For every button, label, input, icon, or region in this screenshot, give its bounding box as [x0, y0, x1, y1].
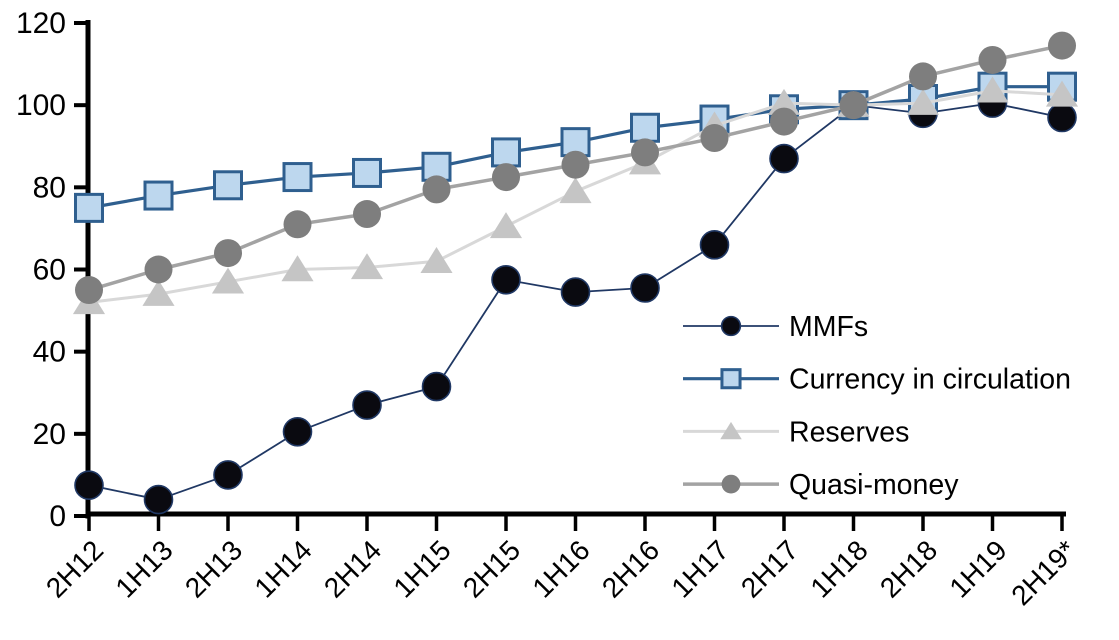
- data-point: [1048, 31, 1076, 60]
- legend-label: Currency in circulation: [789, 364, 1071, 396]
- data-point: [213, 460, 243, 490]
- data-point: [909, 62, 937, 91]
- data-point: [282, 416, 313, 447]
- x-axis: 2H12 1H13 2H13 1H14 2H14 1H15 2H15 1H16 2H16 1H17…: [40, 511, 1082, 611]
- x-tick-label: 1H16: [526, 534, 595, 603]
- y-tick-label: 100: [16, 89, 66, 122]
- data-point: [142, 279, 175, 306]
- data-point: [283, 210, 312, 239]
- data-point: [281, 255, 314, 282]
- data-point: [282, 162, 313, 193]
- data-point: [699, 230, 730, 260]
- x-tick-label: 2H19*: [1005, 534, 1082, 611]
- data-point: [144, 255, 173, 284]
- legend-item-reserves: Reserves: [683, 416, 909, 448]
- y-tick-label: 40: [33, 336, 66, 369]
- data-point: [630, 273, 660, 303]
- data-point: [492, 163, 520, 192]
- data-point: [421, 371, 452, 402]
- data-point: [213, 170, 243, 201]
- x-tick-label: 2H13: [179, 534, 248, 603]
- data-point: [976, 76, 1009, 103]
- series-layer: [72, 31, 1079, 515]
- legend-marker-triangle: [720, 421, 742, 440]
- legend-item-currency-in-circulation: Currency in circulation: [683, 364, 1071, 396]
- x-tick-label: 2H12: [40, 534, 109, 603]
- data-point: [143, 484, 174, 515]
- data-point: [350, 253, 384, 280]
- legend-marker-circle: [720, 315, 742, 337]
- x-tick-label: 2H15: [457, 534, 526, 603]
- y-tick-label: 80: [33, 171, 66, 204]
- data-point: [560, 277, 591, 307]
- x-tick-label: 1H17: [665, 534, 734, 603]
- data-point: [631, 138, 659, 167]
- legend-item-quasi-money: Quasi-money: [683, 469, 959, 501]
- data-point: [491, 264, 521, 295]
- data-point: [769, 143, 799, 174]
- y-tick-label: 0: [49, 500, 66, 533]
- data-point: [420, 247, 453, 273]
- data-point: [839, 91, 868, 120]
- data-point: [491, 137, 521, 168]
- data-point: [489, 212, 523, 239]
- legend: MMFs Currency in circulation Reserves Quasi…: [683, 311, 1071, 501]
- x-tick-label: 1H18: [804, 534, 873, 603]
- data-point: [352, 157, 382, 188]
- data-point: [906, 88, 940, 115]
- series-quasi-money: [75, 31, 1076, 305]
- x-tick-label: 2H17: [735, 534, 804, 603]
- y-axis: 0 20 40 60 80 100 120: [16, 7, 91, 533]
- x-tick-label: 1H13: [109, 534, 178, 603]
- legend-label: Reserves: [789, 416, 909, 448]
- data-point: [978, 45, 1007, 74]
- y-tick-label: 120: [16, 7, 66, 40]
- legend-label: MMFs: [789, 311, 868, 343]
- data-point: [143, 180, 174, 211]
- data-point: [422, 175, 451, 204]
- data-point: [770, 107, 798, 136]
- y-tick-label: 20: [33, 418, 66, 451]
- x-tick-label: 1H14: [248, 534, 317, 603]
- x-tick-label: 1H15: [387, 534, 456, 603]
- data-point: [214, 239, 242, 268]
- data-point: [630, 112, 660, 143]
- data-point: [561, 150, 590, 179]
- data-point: [700, 124, 729, 153]
- x-tick-label: 2H18: [874, 534, 943, 603]
- data-point: [767, 88, 801, 115]
- y-tick-label: 60: [33, 254, 66, 287]
- data-point: [352, 390, 382, 420]
- data-point: [559, 177, 592, 204]
- data-point: [211, 267, 245, 294]
- legend-marker-square: [720, 368, 742, 390]
- series-mmfs: [74, 88, 1077, 515]
- data-point: [1047, 102, 1077, 133]
- data-point: [1045, 80, 1079, 107]
- x-tick-label: 2H16: [596, 534, 665, 603]
- data-point: [74, 470, 104, 500]
- x-tick-label: 1H19: [943, 534, 1012, 603]
- data-point: [353, 200, 381, 229]
- data-point: [74, 192, 104, 223]
- x-tick-label: 2H14: [318, 534, 387, 603]
- legend-marker-circle: [721, 474, 741, 494]
- legend-label: Quasi-money: [789, 469, 959, 501]
- data-point: [75, 276, 103, 305]
- legend-item-mmfs: MMFs: [683, 311, 868, 343]
